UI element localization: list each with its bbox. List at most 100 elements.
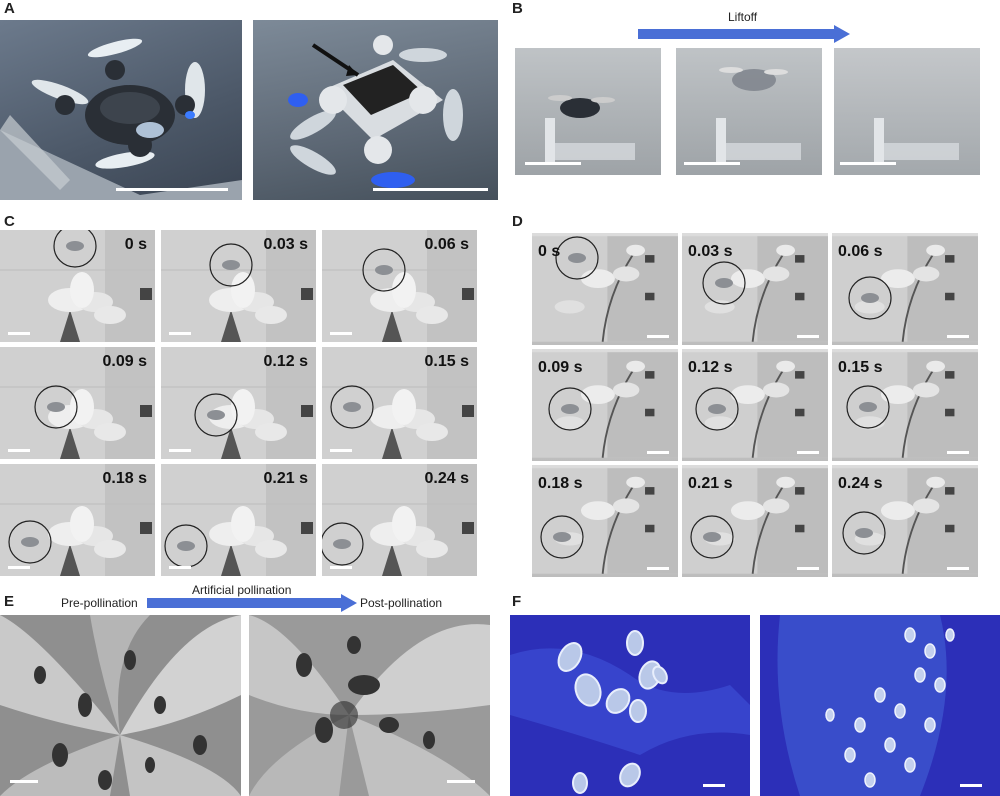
drone-tracking-circle (322, 522, 364, 566)
lily-flower-illustration (322, 464, 477, 576)
frame-timestamp: 0.06 s (838, 243, 883, 260)
drone-lifting (716, 67, 801, 163)
frame-timestamp: 0.09 s (538, 359, 583, 376)
lily-flower-illustration (532, 468, 678, 574)
frame-timestamp: 0.24 s (424, 470, 469, 487)
drone-tracking-circle (330, 385, 374, 429)
lily-post-pollination (249, 615, 490, 796)
frame-timestamp: 0.18 s (102, 470, 147, 487)
time-lapse-frame: 0.03 s (161, 230, 316, 342)
scale-bar (947, 567, 969, 570)
lily-flower-illustration (322, 230, 477, 342)
frame-timestamp: 0.03 s (688, 243, 733, 260)
empty-stand (874, 118, 959, 163)
scale-bar (373, 188, 488, 191)
scale-bar (947, 335, 969, 338)
liftoff-frame-2 (676, 48, 822, 175)
time-lapse-frame: 0.12 s (161, 347, 316, 459)
lily-flower-illustration (832, 352, 978, 458)
scale-bar (647, 335, 669, 338)
time-lapse-frame: 0.15 s (832, 349, 978, 461)
panel-label-e: E (4, 593, 15, 610)
scale-bar (947, 451, 969, 454)
scale-bar (797, 567, 819, 570)
time-lapse-frame: 0.03 s (682, 233, 828, 345)
time-lapse-frame: 0 s (532, 233, 678, 345)
scale-bar (703, 784, 725, 787)
scale-bar (647, 451, 669, 454)
drone-tracking-circle (194, 393, 238, 437)
scale-bar (169, 566, 191, 569)
scale-bar (840, 162, 896, 165)
lily-flower-illustration (682, 236, 828, 342)
lily-pre-pollination (0, 615, 241, 796)
scale-bar (330, 449, 352, 452)
time-lapse-frame: 0.21 s (161, 464, 316, 576)
panel-label-f: F (512, 593, 522, 610)
drone-photo-2 (253, 20, 498, 200)
scale-bar (960, 784, 982, 787)
drone-tracking-circle (848, 276, 892, 320)
lily-flower-illustration (532, 352, 678, 458)
lily-closeup (249, 615, 490, 796)
panel-label-a: A (4, 0, 15, 17)
drone-tracking-circle (34, 385, 78, 429)
frame-timestamp: 0.03 s (263, 236, 308, 253)
panel-label-d: D (512, 213, 523, 230)
drone-tracking-circle (548, 387, 592, 431)
drone-tracking-circle (695, 387, 739, 431)
scale-bar (10, 780, 38, 783)
pollination-arrow (147, 594, 357, 612)
liftoff-frame-1 (515, 48, 661, 175)
pollen-grains (510, 615, 750, 796)
lily-flower-illustration (0, 464, 155, 576)
pre-pollination-label: Pre-pollination (61, 596, 138, 610)
time-lapse-frame: 0.06 s (832, 233, 978, 345)
frame-timestamp: 0.24 s (838, 475, 883, 492)
lily-flower-illustration (161, 230, 316, 342)
drone-tracking-circle (209, 243, 253, 287)
time-lapse-frame: 0.09 s (532, 349, 678, 461)
scale-bar (797, 335, 819, 338)
scale-bar (169, 449, 191, 452)
post-pollination-label: Post-pollination (360, 596, 443, 610)
liftoff-label: Liftoff (728, 10, 758, 24)
lily-flower-illustration (832, 236, 978, 342)
scale-bar (169, 332, 191, 335)
drone-illustration (0, 38, 242, 200)
pollen-micrograph-2 (760, 615, 1000, 796)
panel-label-c: C (4, 213, 15, 230)
lily-flower-illustration (322, 347, 477, 459)
frame-timestamp: 0.21 s (263, 470, 308, 487)
lily-flower-illustration (682, 468, 828, 574)
time-lapse-frame: 0.12 s (682, 349, 828, 461)
scale-bar (330, 332, 352, 335)
time-lapse-frame: 0.18 s (0, 464, 155, 576)
drone-tracking-circle (702, 261, 746, 305)
pollen-grains (760, 615, 1000, 796)
frame-timestamp: 0.12 s (688, 359, 733, 376)
lily-flower-illustration (0, 347, 155, 459)
frame-timestamp: 0.12 s (263, 353, 308, 370)
drone-tracking-circle (690, 515, 734, 559)
frame-timestamp: 0.06 s (424, 236, 469, 253)
scale-bar (797, 451, 819, 454)
liftoff-frame-3 (834, 48, 980, 175)
frame-timestamp: 0.21 s (688, 475, 733, 492)
scale-bar (8, 449, 30, 452)
frame-timestamp: 0.09 s (102, 353, 147, 370)
scale-bar (8, 566, 30, 569)
lily-flower-illustration (832, 468, 978, 574)
drone-tracking-circle (540, 515, 584, 559)
scale-bar (684, 162, 740, 165)
frame-timestamp: 0.15 s (424, 353, 469, 370)
frame-timestamp: 0 s (538, 243, 561, 260)
lily-closeup (0, 615, 241, 796)
scale-bar (525, 162, 581, 165)
lily-flower-illustration (161, 464, 316, 576)
scale-bar (330, 566, 352, 569)
time-lapse-frame: 0 s (0, 230, 155, 342)
time-lapse-frame: 0.24 s (832, 465, 978, 577)
time-lapse-frame: 0.18 s (532, 465, 678, 577)
scale-bar (647, 567, 669, 570)
